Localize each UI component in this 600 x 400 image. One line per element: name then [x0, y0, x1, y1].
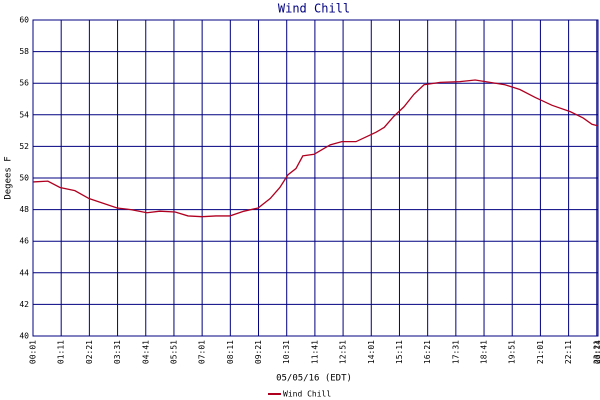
x-tick-label: 03:31	[113, 340, 122, 364]
x-tick-label: 07:01	[198, 340, 207, 364]
x-tick-label: 17:31	[451, 340, 460, 364]
x-tick-label: 01:11	[57, 340, 66, 364]
y-tick-label: 58	[19, 47, 29, 56]
x-tick-label: 18:41	[480, 340, 489, 364]
x-tick-label: 02:21	[85, 340, 94, 364]
y-tick-label: 56	[19, 79, 29, 88]
y-tick-label: 44	[19, 268, 29, 277]
series-line	[32, 79, 599, 218]
legend-label: Wind Chill	[283, 390, 331, 399]
y-tick-label: 48	[19, 205, 29, 214]
x-axis-label: 05/05/16 (EDT)	[276, 374, 352, 384]
y-tick-label: 46	[19, 237, 29, 246]
y-axis-label: Degees F	[4, 156, 14, 199]
x-tick-label: 12:51	[339, 340, 348, 364]
x-tick-label: 00:14	[594, 340, 600, 364]
x-tick-label: 08:11	[226, 340, 235, 364]
x-tick-label: 09:21	[254, 340, 263, 364]
y-tick-label: 40	[19, 332, 29, 341]
x-tick-label: 10:31	[282, 340, 291, 364]
x-tick-label: 00:01	[29, 340, 38, 364]
x-tick-label: 16:21	[423, 340, 432, 364]
x-tick-label: 11:41	[310, 340, 319, 364]
y-tick-label: 52	[19, 142, 29, 151]
y-tick-label: 60	[19, 16, 29, 25]
x-tick-label: 05:51	[169, 340, 178, 364]
x-tick-label: 15:11	[395, 340, 404, 364]
x-tick-label: 21:01	[536, 340, 545, 364]
y-tick-label: 42	[19, 300, 29, 309]
x-tick-label: 23:21	[592, 340, 600, 364]
chart-title: Wind Chill	[278, 2, 350, 16]
x-tick-label: 19:51	[508, 340, 517, 364]
y-tick-label: 50	[19, 174, 29, 183]
y-tick-label: 54	[19, 110, 29, 119]
x-tick-label: 14:01	[367, 340, 376, 364]
x-tick-label: 22:11	[564, 340, 573, 364]
x-tick-label: 04:41	[141, 340, 150, 364]
